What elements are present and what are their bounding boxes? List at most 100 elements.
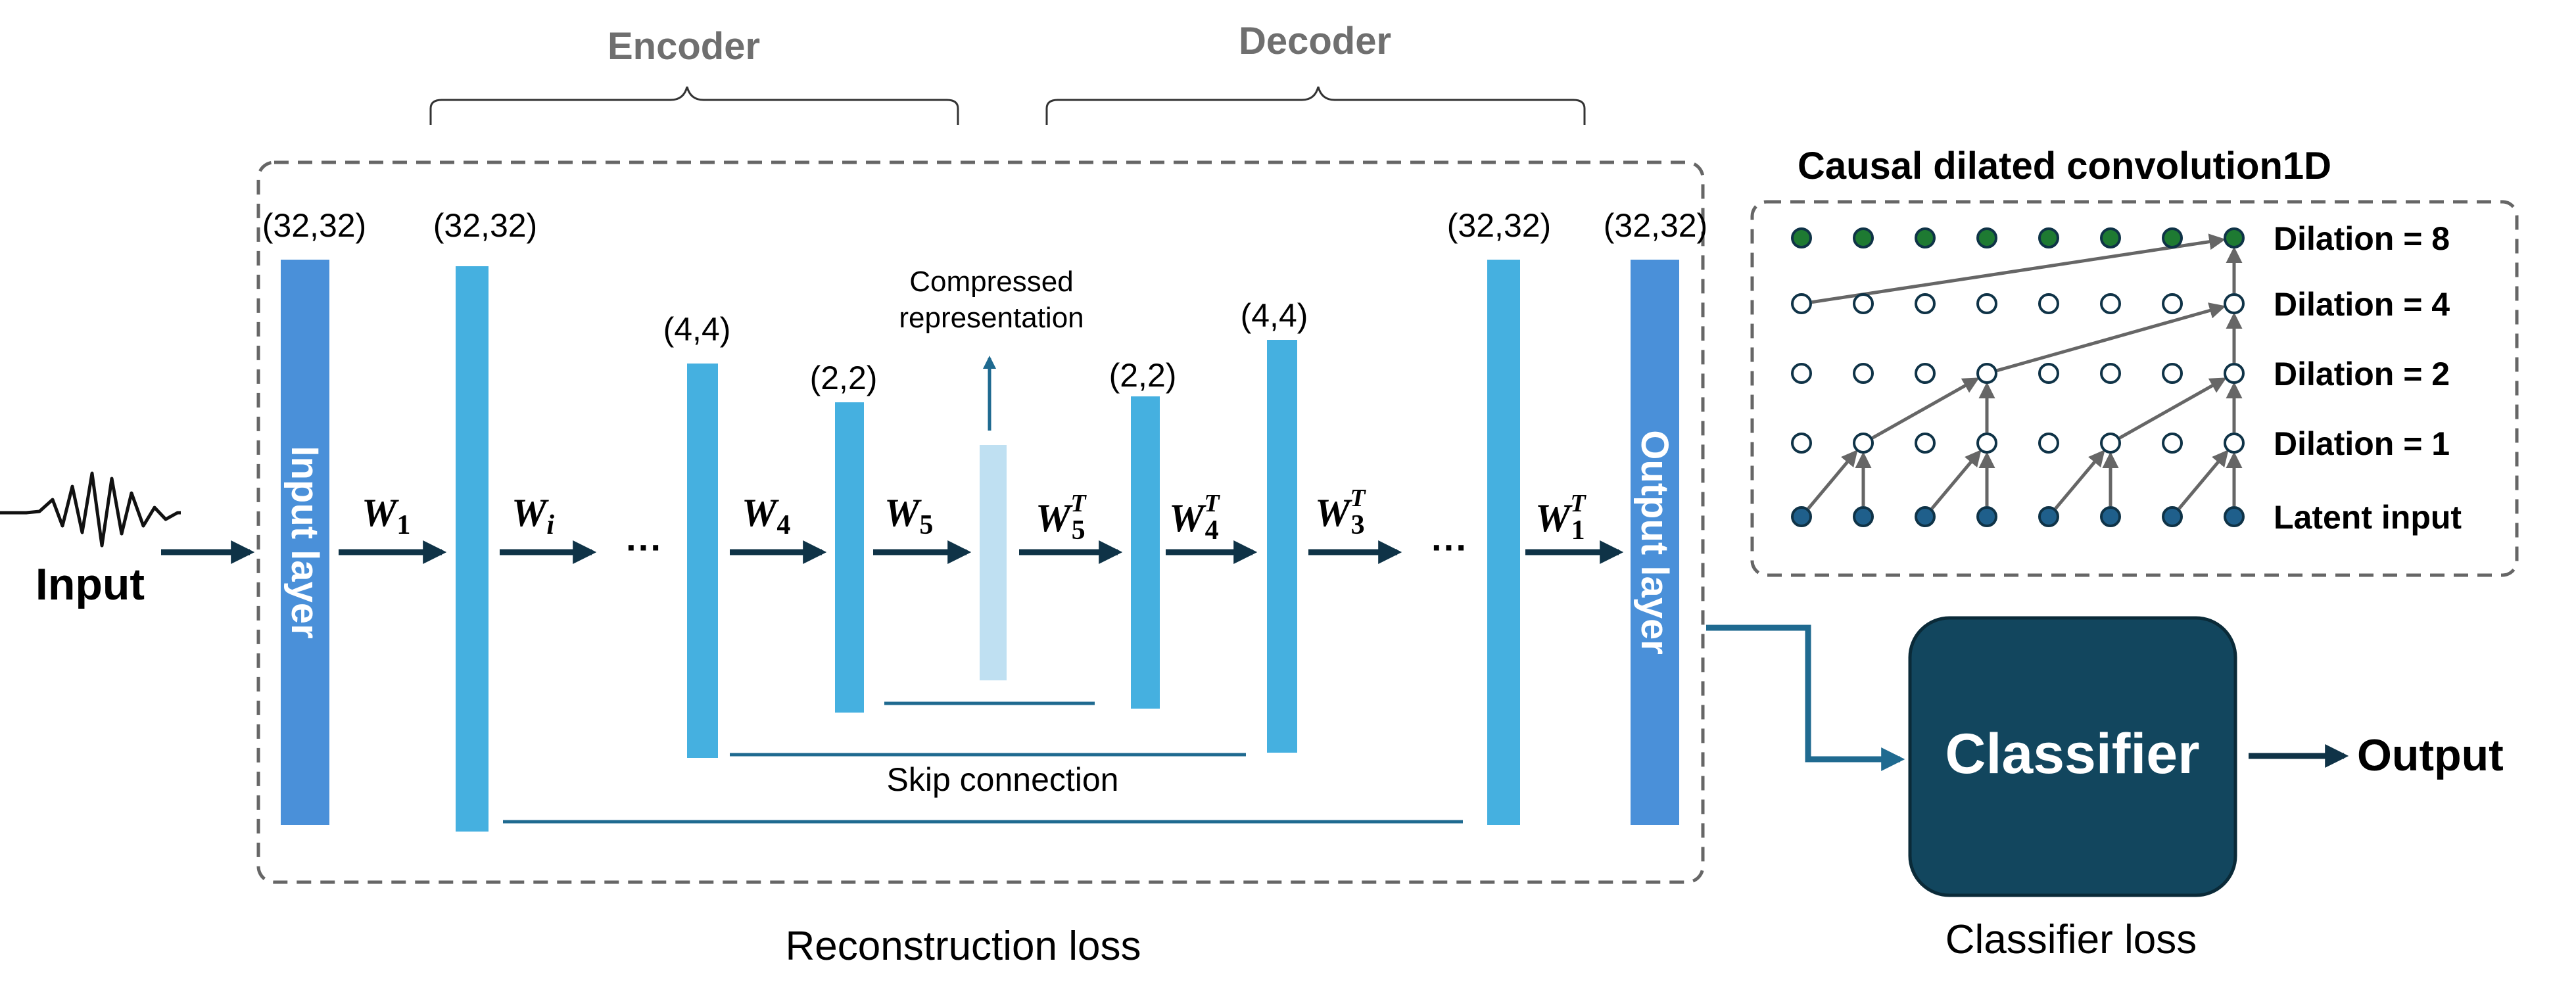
- tcn-node: [2224, 293, 2245, 314]
- classifier-loss-label: Classifier loss: [1945, 917, 2197, 962]
- tcn-node: [1976, 227, 1997, 248]
- tcn-node: [1791, 293, 1812, 314]
- ellipsis-encoder: ···: [626, 527, 663, 568]
- tcn-node: [2224, 363, 2245, 384]
- tcn-row-label: Dilation = 2: [2274, 356, 2450, 392]
- shape-decoder-5: (2,2): [1109, 357, 1177, 394]
- tcn-node: [1791, 363, 1812, 384]
- tcn-row-label: Dilation = 8: [2274, 220, 2450, 257]
- tcn-node: [1976, 506, 1997, 527]
- decoder-brace: [1045, 86, 1586, 125]
- label-w4t: WT 4: [1169, 490, 1220, 546]
- tcn-node: [1853, 506, 1874, 527]
- tcn-node: [2038, 506, 2059, 527]
- tcn-arrow: [2118, 377, 2227, 440]
- classifier-label: Classifier: [1945, 722, 2199, 786]
- shape-output-layer: (32,32): [1604, 207, 1707, 244]
- tcn-node: [2224, 506, 2245, 527]
- encoder-layer-1: [456, 266, 489, 832]
- tcn-node: [1791, 506, 1812, 527]
- tcn-arrow: [1807, 449, 1858, 510]
- encoder-layer-5: [835, 402, 864, 713]
- label-w3t: WT 3: [1315, 484, 1366, 540]
- tcn-node: [2224, 433, 2245, 454]
- tcn-node: [1791, 433, 1812, 454]
- tcn-node: [2100, 506, 2121, 527]
- compressed-layer: [980, 445, 1007, 680]
- tcn-node: [2100, 227, 2121, 248]
- tcn-row-label: Dilation = 1: [2274, 425, 2450, 462]
- input-layer-bar: [281, 260, 329, 825]
- tcn-node-grid: [1791, 227, 2245, 527]
- tcn-arrow: [1871, 377, 1980, 440]
- output-layer-label: Output layer: [1633, 430, 1676, 655]
- tcn-node: [1791, 227, 1812, 248]
- ellipsis-decoder: ···: [1431, 527, 1468, 568]
- decoder-layer-5: [1131, 396, 1160, 709]
- tcn-node: [1915, 293, 1936, 314]
- decoder-layer-1: [1487, 260, 1520, 825]
- encoder-layer-4: [687, 364, 718, 758]
- tcn-node: [2162, 293, 2183, 314]
- output-to-classifier-connector: [1706, 624, 1905, 771]
- tcn-node: [2038, 227, 2059, 248]
- tcn-arrow: [2178, 449, 2229, 510]
- autoencoder-frame: [256, 160, 1705, 884]
- label-w4: W4: [742, 491, 790, 540]
- tcn-node: [2038, 363, 2059, 384]
- tcn-node: [2100, 433, 2121, 454]
- decoder-layer-4: [1267, 340, 1297, 753]
- tcn-row-labels: Dilation = 8 Dilation = 4 Dilation = 2 Dila…: [2274, 220, 2462, 536]
- tcn-row-label: Dilation = 4: [2274, 286, 2450, 323]
- tcn-node: [2162, 227, 2183, 248]
- tcn-node: [1915, 506, 1936, 527]
- encoder-heading: Encoder: [608, 25, 760, 68]
- shape-encoder-4: (4,4): [663, 311, 731, 348]
- label-w1: W1: [362, 491, 410, 540]
- tcn-node: [2100, 293, 2121, 314]
- label-w1t: WT 1: [1535, 490, 1586, 546]
- tcn-arrow: [1811, 233, 2226, 304]
- compressed-label-line1: Compressed: [909, 266, 1073, 298]
- tcn-node: [2224, 227, 2245, 248]
- shape-encoder-5: (2,2): [810, 360, 878, 396]
- shape-encoder-1: (32,32): [433, 207, 537, 244]
- output-layer-bar: [1631, 260, 1679, 825]
- encoder-brace: [429, 86, 959, 125]
- tcn-title: Causal dilated convolution1D: [1798, 145, 2331, 187]
- shape-decoder-1: (32,32): [1447, 207, 1551, 244]
- tcn-node: [1915, 433, 1936, 454]
- tcn-node: [2038, 293, 2059, 314]
- tcn-node: [1915, 227, 1936, 248]
- tcn-node: [2038, 433, 2059, 454]
- input-signal-waveform: [0, 471, 181, 548]
- compressed-label-line2: representation: [899, 302, 1084, 334]
- shape-decoder-4: (4,4): [1241, 297, 1308, 334]
- label-w5t: WT 5: [1036, 490, 1087, 546]
- tcn-node: [1976, 293, 1997, 314]
- tcn-dilation-arrows: [1807, 233, 2243, 510]
- tcn-node: [1853, 227, 1874, 248]
- tcn-node: [1853, 433, 1874, 454]
- tcn-node: [1915, 363, 1936, 384]
- reconstruction-loss-label: Reconstruction loss: [785, 924, 1141, 969]
- label-w5: W5: [884, 491, 933, 540]
- tcn-node: [1853, 293, 1874, 314]
- input-layer-label: Input layer: [283, 446, 326, 638]
- tcn-row-label: Latent input: [2274, 499, 2462, 536]
- tcn-arrow: [1930, 449, 1982, 510]
- decoder-heading: Decoder: [1239, 20, 1391, 62]
- tcn-node: [2162, 506, 2183, 527]
- tcn-node: [1853, 363, 1874, 384]
- tcn-node: [2162, 363, 2183, 384]
- tcn-frame: [1750, 200, 2519, 577]
- tcn-node: [1976, 363, 1997, 384]
- output-label: Output: [2357, 730, 2504, 780]
- tcn-node: [2162, 433, 2183, 454]
- tcn-arrow: [2054, 449, 2105, 510]
- shape-input-layer: (32,32): [262, 207, 366, 244]
- tcn-node: [2100, 363, 2121, 384]
- tcn-node: [1976, 433, 1997, 454]
- input-label: Input: [36, 559, 145, 609]
